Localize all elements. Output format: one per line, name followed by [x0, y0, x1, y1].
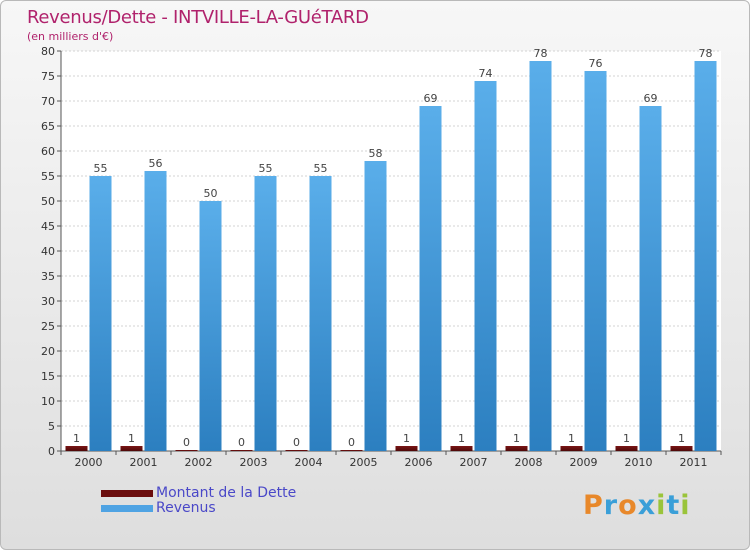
- data-label-dette: 0: [293, 436, 300, 449]
- data-label-revenus: 56: [149, 157, 163, 170]
- x-tick-label: 2000: [75, 456, 103, 469]
- legend-label-revenus: Revenus: [156, 500, 216, 516]
- y-tick-label: 45: [41, 220, 55, 233]
- bar-dette: [450, 446, 473, 451]
- proxiti-logo: Proxiti: [583, 490, 691, 521]
- data-label-dette: 1: [458, 432, 465, 445]
- bar-dette: [65, 446, 88, 451]
- data-label-dette: 1: [128, 432, 135, 445]
- y-tick-label: 50: [41, 195, 55, 208]
- bar-dette: [670, 446, 693, 451]
- bar-dette: [615, 446, 638, 451]
- y-tick-label: 25: [41, 320, 55, 333]
- y-tick-label: 10: [41, 395, 55, 408]
- bar-revenus: [584, 71, 607, 451]
- data-label-dette: 1: [678, 432, 685, 445]
- y-tick-label: 75: [41, 70, 55, 83]
- data-label-revenus: 78: [534, 47, 548, 60]
- bar-dette: [395, 446, 418, 451]
- bar-dette: [340, 450, 363, 451]
- data-label-revenus: 69: [644, 92, 658, 105]
- data-label-dette: 0: [348, 436, 355, 449]
- x-tick-label: 2005: [350, 456, 378, 469]
- bar-revenus: [474, 81, 497, 451]
- bar-revenus: [419, 106, 442, 451]
- chart-title: Revenus/Dette - INTVILLE-LA-GUéTARD: [27, 7, 369, 28]
- y-tick-label: 55: [41, 170, 55, 183]
- bar-revenus: [639, 106, 662, 451]
- data-label-dette: 1: [73, 432, 80, 445]
- logo-letter: x: [637, 490, 657, 521]
- bar-dette: [560, 446, 583, 451]
- y-tick-label: 30: [41, 295, 55, 308]
- x-tick-label: 2001: [130, 456, 158, 469]
- logo-letter: t: [666, 490, 681, 521]
- y-tick-label: 65: [41, 120, 55, 133]
- y-tick-label: 60: [41, 145, 55, 158]
- data-label-dette: 1: [568, 432, 575, 445]
- bar-dette: [230, 450, 253, 451]
- x-tick-label: 2006: [405, 456, 433, 469]
- logo-letter: P: [583, 490, 604, 521]
- data-label-revenus: 69: [424, 92, 438, 105]
- logo-letter: o: [618, 490, 638, 521]
- data-label-dette: 1: [513, 432, 520, 445]
- bar-dette: [175, 450, 198, 451]
- bar-revenus: [199, 201, 222, 451]
- bar-revenus: [694, 61, 717, 451]
- chart-subtitle: (en milliers d'€): [27, 30, 114, 43]
- data-label-revenus: 50: [204, 187, 218, 200]
- bar-dette: [120, 446, 143, 451]
- data-label-revenus: 55: [314, 162, 328, 175]
- data-label-dette: 0: [238, 436, 245, 449]
- bar-revenus: [89, 176, 112, 451]
- bar-dette: [285, 450, 308, 451]
- x-tick-label: 2010: [625, 456, 653, 469]
- x-tick-label: 2003: [240, 456, 268, 469]
- bar-dette: [505, 446, 528, 451]
- data-label-revenus: 76: [589, 57, 603, 70]
- bar-revenus: [364, 161, 387, 451]
- x-tick-label: 2011: [680, 456, 708, 469]
- data-label-revenus: 74: [479, 67, 493, 80]
- y-tick-label: 0: [48, 445, 55, 458]
- data-label-dette: 1: [623, 432, 630, 445]
- data-label-revenus: 58: [369, 147, 383, 160]
- x-tick-label: 2008: [515, 456, 543, 469]
- y-tick-label: 80: [41, 45, 55, 58]
- data-label-revenus: 55: [259, 162, 273, 175]
- y-tick-label: 35: [41, 270, 55, 283]
- bar-revenus: [144, 171, 167, 451]
- x-tick-label: 2007: [460, 456, 488, 469]
- legend-label-dette: Montant de la Dette: [156, 485, 297, 501]
- logo-letter: i: [656, 490, 667, 521]
- data-label-revenus: 78: [699, 47, 713, 60]
- x-tick-label: 2009: [570, 456, 598, 469]
- logo-letter: r: [603, 490, 619, 521]
- y-tick-label: 15: [41, 370, 55, 383]
- x-tick-label: 2002: [185, 456, 213, 469]
- data-label-dette: 0: [183, 436, 190, 449]
- x-tick-label: 2004: [295, 456, 323, 469]
- bar-revenus: [529, 61, 552, 451]
- data-label-revenus: 55: [94, 162, 108, 175]
- y-tick-label: 5: [48, 420, 55, 433]
- y-tick-label: 40: [41, 245, 55, 258]
- bar-revenus: [254, 176, 277, 451]
- y-tick-label: 20: [41, 345, 55, 358]
- logo-letter: i: [680, 490, 691, 521]
- legend-swatch-dette: [101, 490, 153, 497]
- y-tick-label: 70: [41, 95, 55, 108]
- bar-revenus: [309, 176, 332, 451]
- legend-swatch-revenus: [101, 505, 153, 512]
- data-label-dette: 1: [403, 432, 410, 445]
